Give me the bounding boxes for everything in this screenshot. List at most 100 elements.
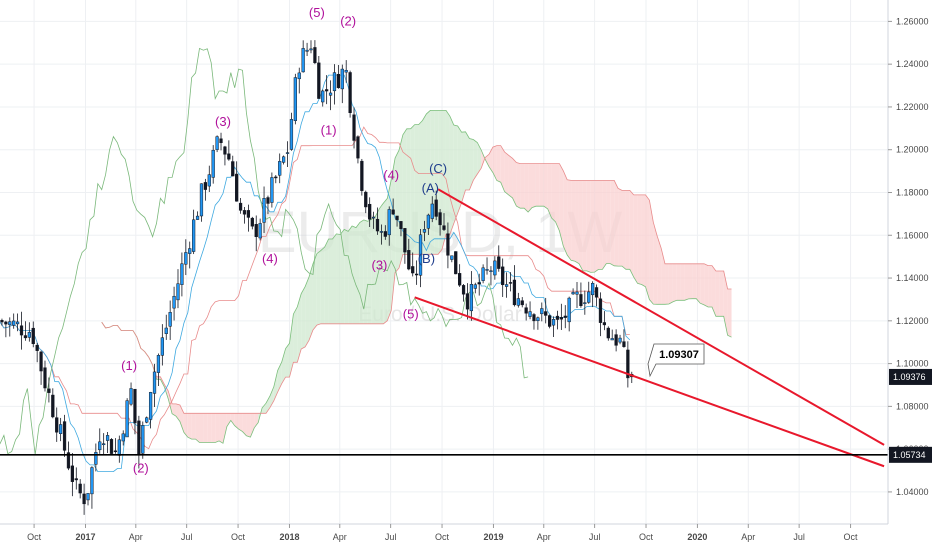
candle-body <box>47 388 51 393</box>
y-tick-label: 1.14000 <box>896 273 929 283</box>
candle-body <box>285 152 290 154</box>
cloud-segment <box>700 263 705 305</box>
candle-body <box>317 62 321 99</box>
candle-body <box>450 255 454 260</box>
candle-body <box>121 433 125 442</box>
cloud-segment <box>312 253 317 330</box>
cloud-segment <box>649 200 654 305</box>
candle-body <box>223 146 227 155</box>
y-tick-label: 1.04000 <box>896 487 929 497</box>
cloud-segment <box>711 265 716 317</box>
cloud-segment <box>207 413 212 443</box>
candle-body <box>188 248 192 254</box>
cloud-segment <box>676 263 681 301</box>
candle-body <box>340 68 344 90</box>
candle-body <box>211 149 215 178</box>
cloud-segment <box>234 413 239 430</box>
cloud-segment <box>618 188 622 267</box>
candle-body <box>371 216 376 219</box>
candle-body <box>145 417 149 423</box>
wave-label: (5) <box>403 307 419 322</box>
candle-body <box>465 293 470 310</box>
candle-body <box>364 191 368 208</box>
cloud-segment <box>481 149 486 169</box>
cloud-segment <box>543 163 548 209</box>
cloud-segment <box>532 163 536 208</box>
y-tick-label: 1.12000 <box>896 316 929 326</box>
cloud-segment <box>547 163 552 219</box>
x-tick-label: Oct <box>844 532 859 542</box>
candle-body <box>325 89 329 92</box>
cloud-segment <box>445 110 450 235</box>
candle-body <box>305 49 309 52</box>
candle-body <box>328 92 333 96</box>
candle-body <box>129 388 133 405</box>
candle-body <box>626 349 630 379</box>
cloud-segment <box>320 247 325 324</box>
y-tick-label: 1.16000 <box>896 230 929 240</box>
candle-body <box>238 202 243 211</box>
candle-body <box>414 273 419 276</box>
x-tick-label: Jul <box>181 532 193 542</box>
candle-body <box>86 493 90 501</box>
wave-label: (2) <box>133 461 149 476</box>
candle-body <box>602 322 607 326</box>
x-tick-label: 2020 <box>687 532 707 542</box>
cloud-segment <box>528 163 533 212</box>
candle-body <box>555 315 560 320</box>
cloud-segment <box>715 270 720 317</box>
x-tick-label: Oct <box>231 532 246 542</box>
cloud-segment <box>348 226 353 324</box>
candle-body <box>231 161 235 177</box>
cloud-segment <box>704 263 709 307</box>
cloud-segment <box>598 180 603 270</box>
support-price-badge-bg <box>889 446 932 463</box>
candle-body <box>172 295 176 309</box>
cloud-segment <box>199 413 204 443</box>
candle-body <box>51 394 55 418</box>
price-callout-label: 1.09307 <box>659 349 699 361</box>
cloud-segment <box>281 348 286 384</box>
candle-body <box>332 72 337 92</box>
candle-body <box>113 450 118 453</box>
candle-body <box>344 70 348 73</box>
cloud-segment <box>340 229 345 324</box>
chikou-span <box>0 47 529 455</box>
candle-body <box>8 321 12 326</box>
cloud-segment <box>567 179 572 261</box>
cloud-segment <box>571 180 576 262</box>
candle-body <box>383 231 387 237</box>
candle-body <box>90 467 94 495</box>
candle-body <box>559 317 563 320</box>
candle-body <box>23 335 28 339</box>
cloud-segment <box>457 125 462 214</box>
candle-body <box>82 493 86 505</box>
cloud-segment <box>328 238 333 324</box>
candle-body <box>438 212 442 226</box>
candle-body <box>477 282 481 285</box>
last-price-badge: 1.09376 <box>893 372 926 382</box>
candle-body <box>540 308 544 315</box>
candle-body <box>434 199 438 217</box>
candle-body <box>266 197 270 204</box>
cloud-segment <box>238 413 243 432</box>
candle-body <box>105 435 110 441</box>
candle-body <box>278 161 282 176</box>
x-tick-label: Apr <box>537 532 551 542</box>
candle-body <box>203 182 207 190</box>
support-price-badge: 1.05734 <box>893 450 926 460</box>
x-tick-label: Oct <box>639 532 654 542</box>
candle-body <box>281 156 286 163</box>
cloud-segment <box>696 263 701 304</box>
cloud-segment <box>465 131 470 191</box>
candle-body <box>446 233 450 256</box>
y-tick-label: 1.10000 <box>896 359 929 369</box>
x-tick-label: Apr <box>741 532 755 542</box>
x-tick-label: Jul <box>793 532 805 542</box>
candle-body <box>250 217 254 227</box>
y-tick-label: 1.22000 <box>896 102 929 112</box>
cloud-segment <box>606 180 611 264</box>
cloud-segment <box>512 158 517 207</box>
